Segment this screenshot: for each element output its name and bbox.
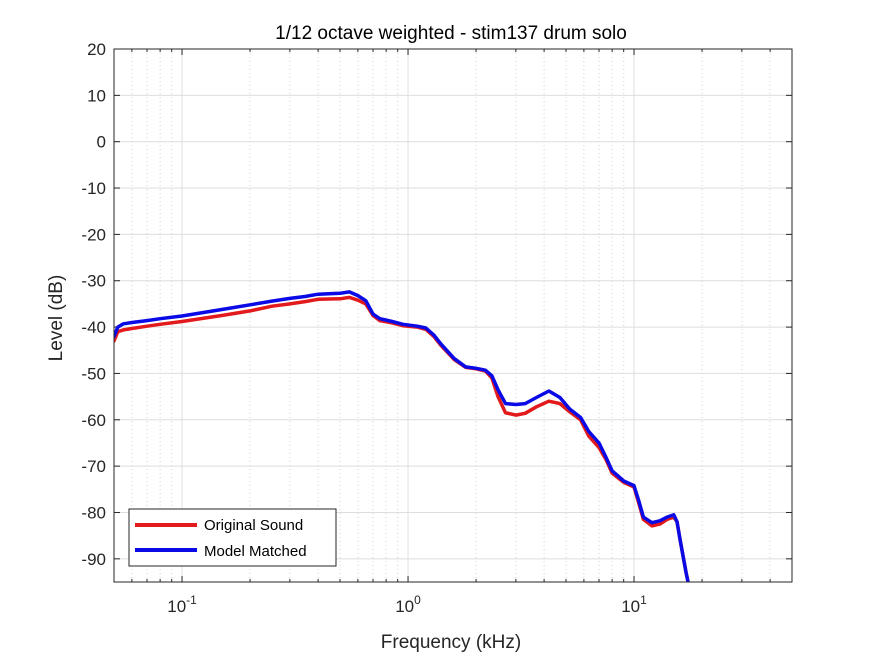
y-tick-label: -20 [81,225,106,244]
plot-frame [113,48,793,583]
y-axis-label: Level (dB) [46,275,67,362]
x-tick-labels: 10-1 100 101 [167,593,647,616]
legend-label-model-matched: Model Matched [204,543,307,560]
y-tick-label: 20 [87,40,106,59]
y-tick-label: 10 [87,86,106,105]
y-tick-label: -10 [81,179,106,198]
y-tick-label: -50 [81,364,106,383]
y-tick-label: 0 [97,133,106,152]
series-line-model-matched [114,290,690,582]
y-tick-labels: 20 10 0 -10 -20 -30 -40 -50 -60 -70 -80 -90 [81,40,106,569]
legend-box [128,508,337,567]
y-tick-label: -80 [81,503,106,522]
x-tick-label: 10-1 [167,593,197,616]
x-tick-label: 100 [395,593,421,616]
y-tick-label: -30 [81,272,106,291]
x-axis-label: Frequency (kHz) [381,632,521,653]
y-tick-label: -40 [81,318,106,337]
chart-title: 1/12 octave weighted - stim137 drum solo [275,23,627,44]
y-tick-label: -90 [81,550,106,569]
x-tick-label: 101 [621,593,647,616]
y-tick-label: -70 [81,457,106,476]
series-layer [114,290,690,582]
legend: Original Sound Model Matched [128,508,337,567]
y-tick-label: -60 [81,411,106,430]
legend-label-original-sound: Original Sound [204,517,303,534]
